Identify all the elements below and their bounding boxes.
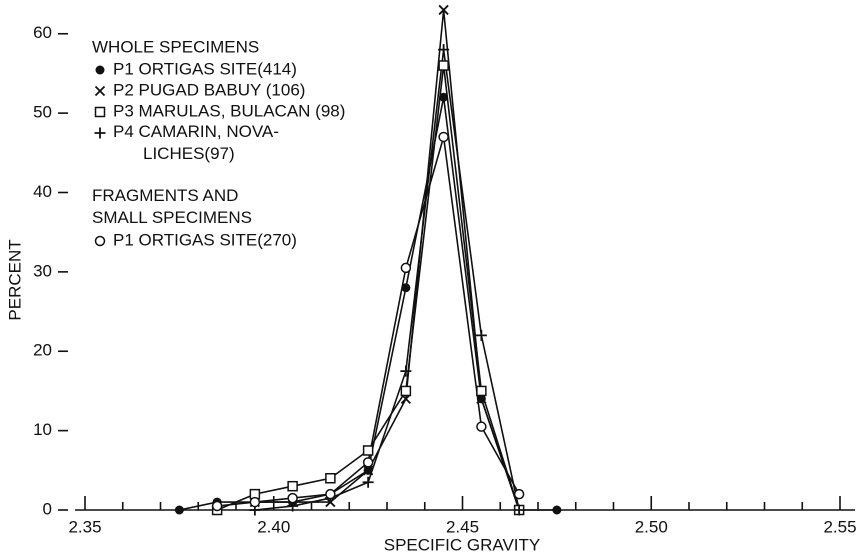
- legend-marker: [94, 85, 106, 97]
- marker: [476, 421, 487, 432]
- y-tick-label: 30: [33, 261, 52, 280]
- marker: [513, 504, 525, 516]
- marker: [287, 492, 298, 504]
- marker: [401, 283, 411, 293]
- y-tick-label: 20: [33, 341, 52, 360]
- legend-marker: [94, 106, 106, 118]
- marker: [438, 60, 449, 71]
- y-tick-label: 50: [33, 103, 52, 122]
- marker: [362, 465, 374, 476]
- marker: [362, 445, 374, 456]
- marker: [400, 262, 412, 274]
- marker: [439, 92, 449, 102]
- legend-label: P2 PUGAD BABUY (106): [113, 80, 305, 99]
- series-line: [254, 49, 520, 511]
- x-tick-label: 2.55: [823, 517, 856, 536]
- marker: [552, 505, 562, 515]
- marker: [476, 385, 487, 397]
- y-tick-label: 10: [33, 420, 52, 439]
- y-tick-label: 0: [43, 499, 52, 518]
- marker: [438, 44, 450, 56]
- y-tick-label: 60: [33, 23, 52, 42]
- marker: [249, 496, 261, 508]
- legend-heading: WHOLE SPECIMENS: [92, 37, 259, 56]
- x-tick-label: 2.35: [68, 517, 101, 536]
- y-axis-label: PERCENT: [5, 239, 24, 320]
- legend-marker: [94, 235, 106, 247]
- legend-marker: [94, 127, 106, 139]
- legend-label: P3 MARULAS, BULACAN (98): [113, 101, 345, 120]
- marker: [438, 131, 449, 143]
- marker: [287, 480, 298, 492]
- legend-label: P1 ORTIGAS SITE(270): [113, 230, 297, 249]
- marker: [438, 4, 449, 16]
- marker: [362, 476, 374, 488]
- x-axis-label: SPECIFIC GRAVITY: [384, 535, 541, 554]
- y-tick-label: 40: [33, 182, 52, 201]
- x-tick-label: 2.50: [635, 517, 668, 536]
- marker: [475, 329, 487, 341]
- legend-heading: FRAGMENTS AND SMALL SPECIMENS: [92, 186, 252, 227]
- legend-label: P1 ORTIGAS SITE(414): [113, 59, 297, 78]
- marker: [400, 385, 412, 397]
- marker: [362, 457, 374, 468]
- marker: [325, 473, 336, 484]
- marker: [174, 505, 184, 515]
- marker: [400, 365, 412, 377]
- marker: [211, 500, 223, 512]
- legend-marker: [95, 65, 105, 75]
- legend-label: P4 CAMARIN, NOVA-LICHES(97): [113, 122, 279, 163]
- x-tick-label: 2.40: [257, 517, 290, 536]
- marker: [513, 488, 525, 500]
- x-tick-label: 2.45: [446, 517, 479, 536]
- marker: [325, 488, 336, 500]
